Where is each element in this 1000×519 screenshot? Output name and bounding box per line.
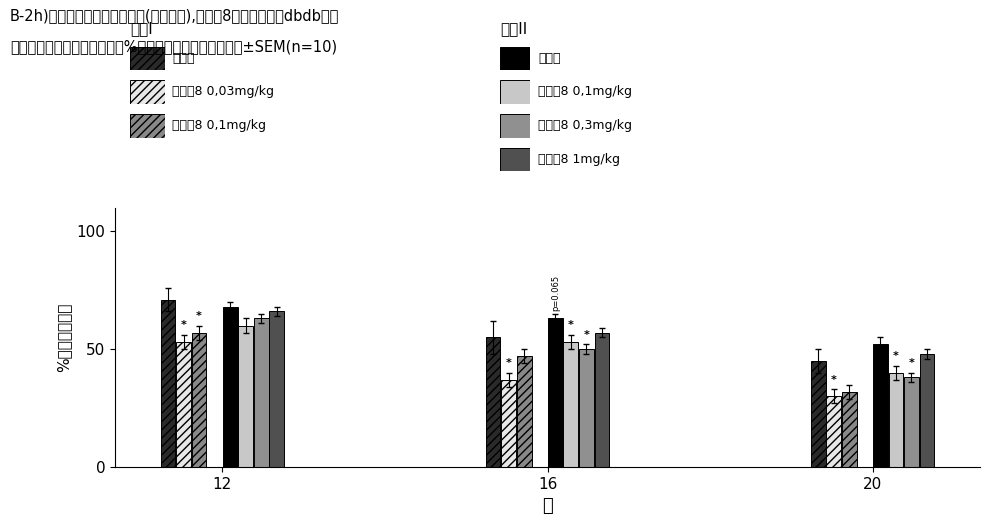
Text: 实施例8 0,3mg/kg: 实施例8 0,3mg/kg: [538, 119, 632, 132]
Text: *: *: [196, 311, 202, 321]
Text: *: *: [893, 351, 899, 361]
Bar: [238, 325, 253, 467]
Bar: [161, 299, 175, 467]
Bar: [517, 356, 532, 467]
Bar: [904, 377, 919, 467]
X-axis label: 天: 天: [542, 497, 553, 515]
Text: *: *: [831, 375, 837, 385]
FancyBboxPatch shape: [500, 80, 530, 104]
FancyBboxPatch shape: [500, 47, 530, 70]
Bar: [873, 345, 888, 467]
FancyBboxPatch shape: [130, 47, 165, 70]
Bar: [254, 319, 269, 467]
Bar: [269, 311, 284, 467]
Text: *: *: [506, 358, 512, 368]
Text: *: *: [181, 320, 186, 330]
Text: *: *: [909, 358, 914, 368]
Text: *: *: [583, 330, 589, 340]
Text: 实验I: 实验I: [130, 21, 153, 36]
Bar: [486, 337, 500, 467]
Bar: [811, 361, 826, 467]
Bar: [501, 380, 516, 467]
Y-axis label: %剩余伤口面积: %剩余伤口面积: [56, 303, 71, 372]
Bar: [176, 342, 191, 467]
Text: 安慰剂: 安慰剂: [172, 51, 194, 65]
Text: 中相对于安慰剂治疗的动物以%计的剩余伤口面积。平均值±SEM(n=10): 中相对于安慰剂治疗的动物以%计的剩余伤口面积。平均值±SEM(n=10): [10, 39, 337, 54]
Bar: [889, 373, 903, 467]
Text: 安慰剂: 安慰剂: [538, 51, 560, 65]
Text: 实施例8 0,1mg/kg: 实施例8 0,1mg/kg: [172, 119, 266, 132]
Bar: [920, 354, 934, 467]
Text: 实验II: 实验II: [500, 21, 527, 36]
FancyBboxPatch shape: [130, 80, 165, 104]
Bar: [548, 319, 563, 467]
Text: p=0.065: p=0.065: [551, 275, 560, 311]
FancyBboxPatch shape: [130, 114, 165, 138]
Bar: [595, 333, 609, 467]
Bar: [563, 342, 578, 467]
Bar: [826, 397, 841, 467]
Bar: [579, 349, 594, 467]
Text: *: *: [568, 320, 574, 330]
FancyBboxPatch shape: [500, 114, 530, 138]
Text: 实施例8 1mg/kg: 实施例8 1mg/kg: [538, 153, 620, 166]
Text: B-2h)检验影响伤口愈合的物质(溃疡模型),实施例8的化合物。在dbdb小鼠: B-2h)检验影响伤口愈合的物质(溃疡模型),实施例8的化合物。在dbdb小鼠: [10, 8, 339, 23]
Bar: [842, 392, 857, 467]
Bar: [192, 333, 206, 467]
Bar: [223, 307, 238, 467]
FancyBboxPatch shape: [500, 148, 530, 171]
Text: 实施例8 0,1mg/kg: 实施例8 0,1mg/kg: [538, 85, 632, 99]
Text: 实施例8 0,03mg/kg: 实施例8 0,03mg/kg: [172, 85, 274, 99]
